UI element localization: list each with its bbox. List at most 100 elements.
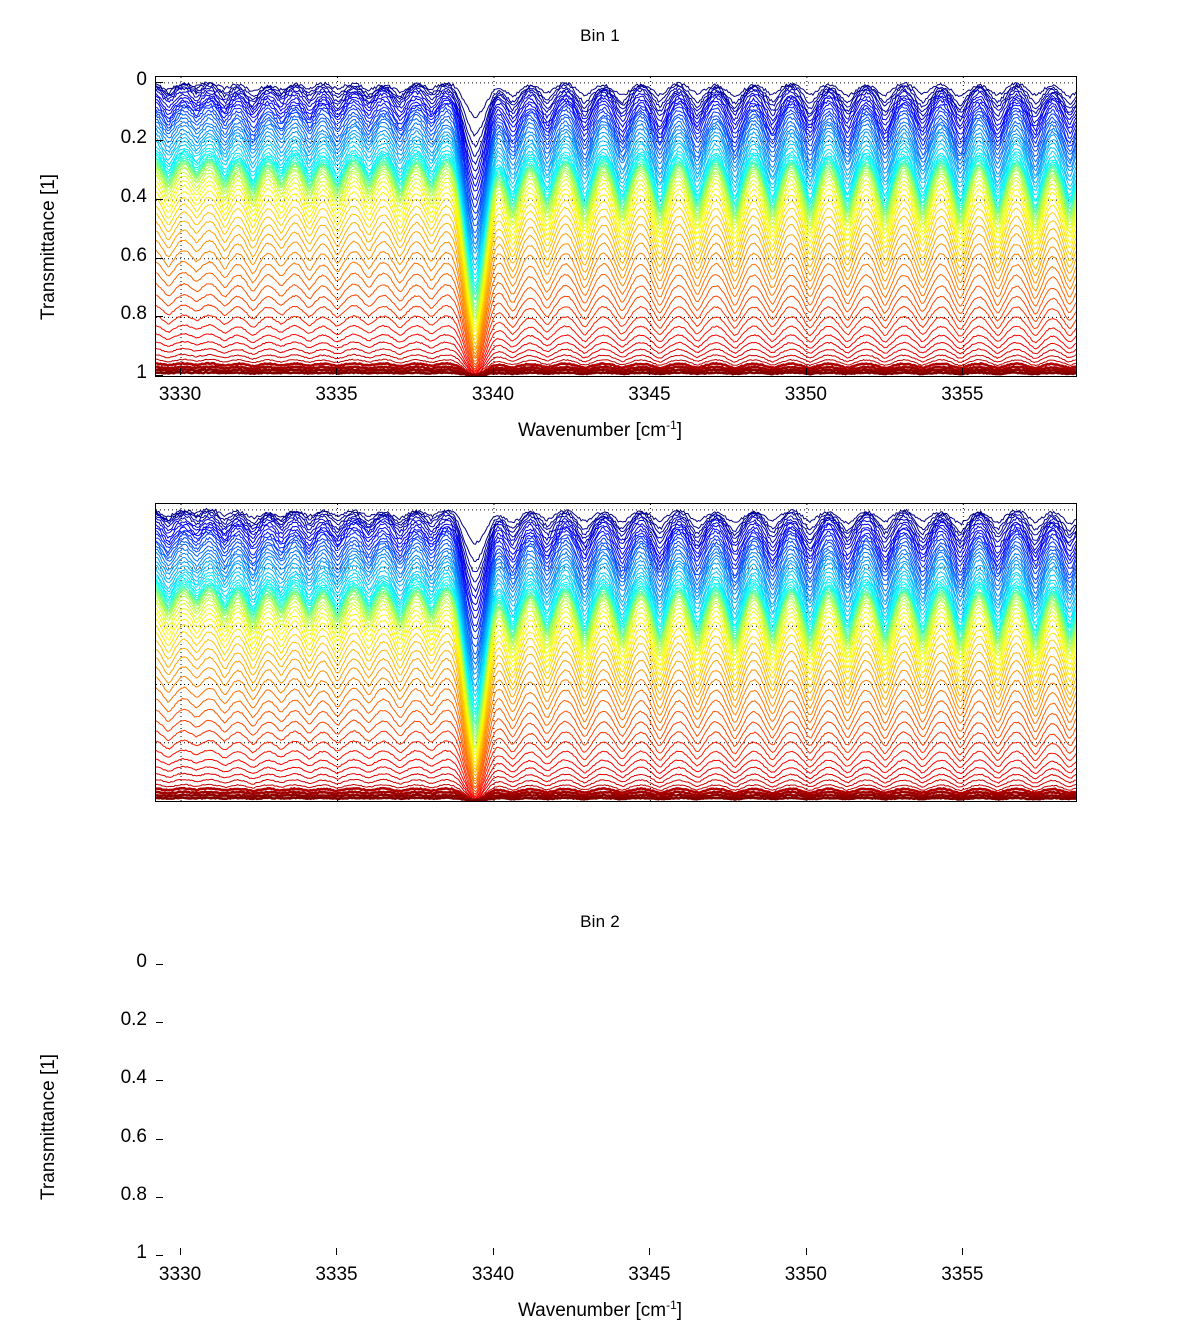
y-tick-mark (156, 316, 163, 318)
panel-title-bin-2: Bin 2 (580, 912, 620, 931)
spectrum-line (156, 116, 1076, 233)
spectrum-line (156, 136, 1076, 261)
spectrum-line (156, 87, 1076, 166)
spectrum-line (156, 171, 1076, 320)
spectrum-line (156, 790, 1076, 801)
spectrum-line (156, 81, 1076, 137)
spectrum-line (156, 127, 1076, 250)
panel-title-bin-1: Bin 1 (580, 26, 620, 45)
spectrum-line (156, 551, 1076, 670)
y-tick-label: 0.6 (120, 244, 147, 266)
spectrum-line (156, 796, 1076, 801)
y-tick-label: 0.4 (120, 186, 147, 208)
x-axis-label-tail-bin-1: ] (676, 420, 683, 441)
spectrum-line (156, 190, 1076, 333)
spectrum-line (156, 293, 1076, 368)
spectrum-line (156, 514, 1076, 593)
spectrum-line (156, 519, 1076, 606)
spectrum-line (156, 793, 1076, 801)
y-tick-label: 0.8 (120, 1183, 147, 1205)
spectrum-line (156, 147, 1076, 276)
spectrum-line (156, 757, 1076, 800)
y-tick-label: 0 (136, 68, 147, 90)
spectrum-line (156, 347, 1076, 376)
spectrum-line (156, 593, 1076, 740)
spectrum-line (156, 92, 1076, 180)
spectrum-line (156, 772, 1076, 801)
spectrum-line (156, 143, 1076, 271)
y-tick-mark (156, 81, 163, 83)
spectrum-line (156, 353, 1076, 376)
spectrum-line (156, 571, 1076, 698)
spectrum-line (156, 623, 1076, 764)
panel-bin-2: Bin 2 1 0.8 0.6 0.4 0.2 0 3330 3335 3340 3345 3350… (0, 455, 1200, 1321)
x-tick-mark (805, 368, 807, 375)
x-axis-label-tail-bin-2: ] (676, 1300, 683, 1321)
x-tick-label: 3340 (471, 384, 515, 405)
spectrum-line (156, 102, 1076, 209)
spectrum-line (156, 167, 1076, 318)
x-tick-mark (492, 368, 494, 375)
spectra-series-group (156, 81, 1076, 376)
spectrum-line (156, 608, 1076, 754)
spectrum-line (156, 314, 1076, 372)
spectrum-line (156, 589, 1076, 732)
spectrum-line (156, 739, 1076, 796)
spectrum-line (156, 89, 1076, 172)
y-tick-label: 0.8 (120, 303, 147, 325)
spectrum-line (156, 509, 1076, 563)
x-tick-mark (336, 1248, 338, 1255)
spectrum-line (156, 239, 1076, 355)
y-tick-label: 1 (136, 362, 147, 383)
y-axis-label-bin-1: Transmittance [1] (38, 173, 59, 320)
panel-bin-1: Bin 1 1 0.8 0.6 0.4 0.2 0 3330 3335 3340 3345 3350… (0, 0, 1200, 455)
spectrum-line (156, 98, 1076, 192)
spectrum-line (156, 543, 1076, 660)
spectrum-line (156, 81, 1076, 119)
spectrum-line (156, 220, 1076, 349)
x-tick-label: 3345 (628, 1264, 671, 1285)
spectrum-line (156, 229, 1076, 351)
y-tick-mark (156, 1022, 163, 1024)
spectrum-line (156, 370, 1076, 376)
y-tick-mark (156, 140, 163, 142)
spectrum-line (156, 638, 1076, 771)
spectrum-line (156, 203, 1076, 340)
y-axis-label-bin-2: Transmittance [1] (38, 1053, 59, 1200)
plot-area-bin-1[interactable] (155, 76, 1077, 377)
spectrum-line (156, 533, 1076, 640)
spectrum-line (156, 86, 1076, 157)
spectrum-line (156, 105, 1076, 214)
spectrum-line (156, 697, 1076, 788)
y-tick-mark (156, 257, 163, 259)
y-tick-label: 0.4 (120, 1067, 147, 1089)
spectrum-line (156, 602, 1076, 750)
x-tick-mark (805, 1248, 807, 1255)
spectrum-line (156, 778, 1076, 801)
spectrum-line (156, 729, 1076, 795)
spectrum-line (156, 507, 1076, 545)
spectrum-line (156, 174, 1076, 324)
spectrum-line (156, 749, 1076, 797)
spectrum-line (156, 536, 1076, 648)
spectrum-line (156, 160, 1076, 302)
spectrum-line (156, 340, 1076, 375)
spectrum-line (156, 567, 1076, 692)
spectrum-line (156, 365, 1076, 376)
spectrum-line (156, 686, 1076, 785)
spectrum-line (156, 563, 1076, 688)
spectra-canvas-bin-2 (156, 504, 1076, 801)
x-tick-mark (962, 1248, 964, 1255)
x-tick-label: 3355 (941, 1264, 984, 1285)
plot-area-bin-2[interactable] (155, 503, 1077, 802)
spectrum-line (156, 367, 1076, 376)
spectrum-line (156, 573, 1076, 702)
x-axis-label-bin-1: Wavenumber [cm-1] (0, 418, 1200, 442)
spectrum-line (156, 595, 1076, 744)
y-tick-label: 0.2 (120, 1009, 147, 1031)
x-axis-label-exponent-bin-2: -1 (666, 1298, 677, 1312)
spectrum-line (156, 162, 1076, 309)
x-tick-label: 3330 (158, 384, 202, 405)
spectrum-line (156, 304, 1076, 370)
